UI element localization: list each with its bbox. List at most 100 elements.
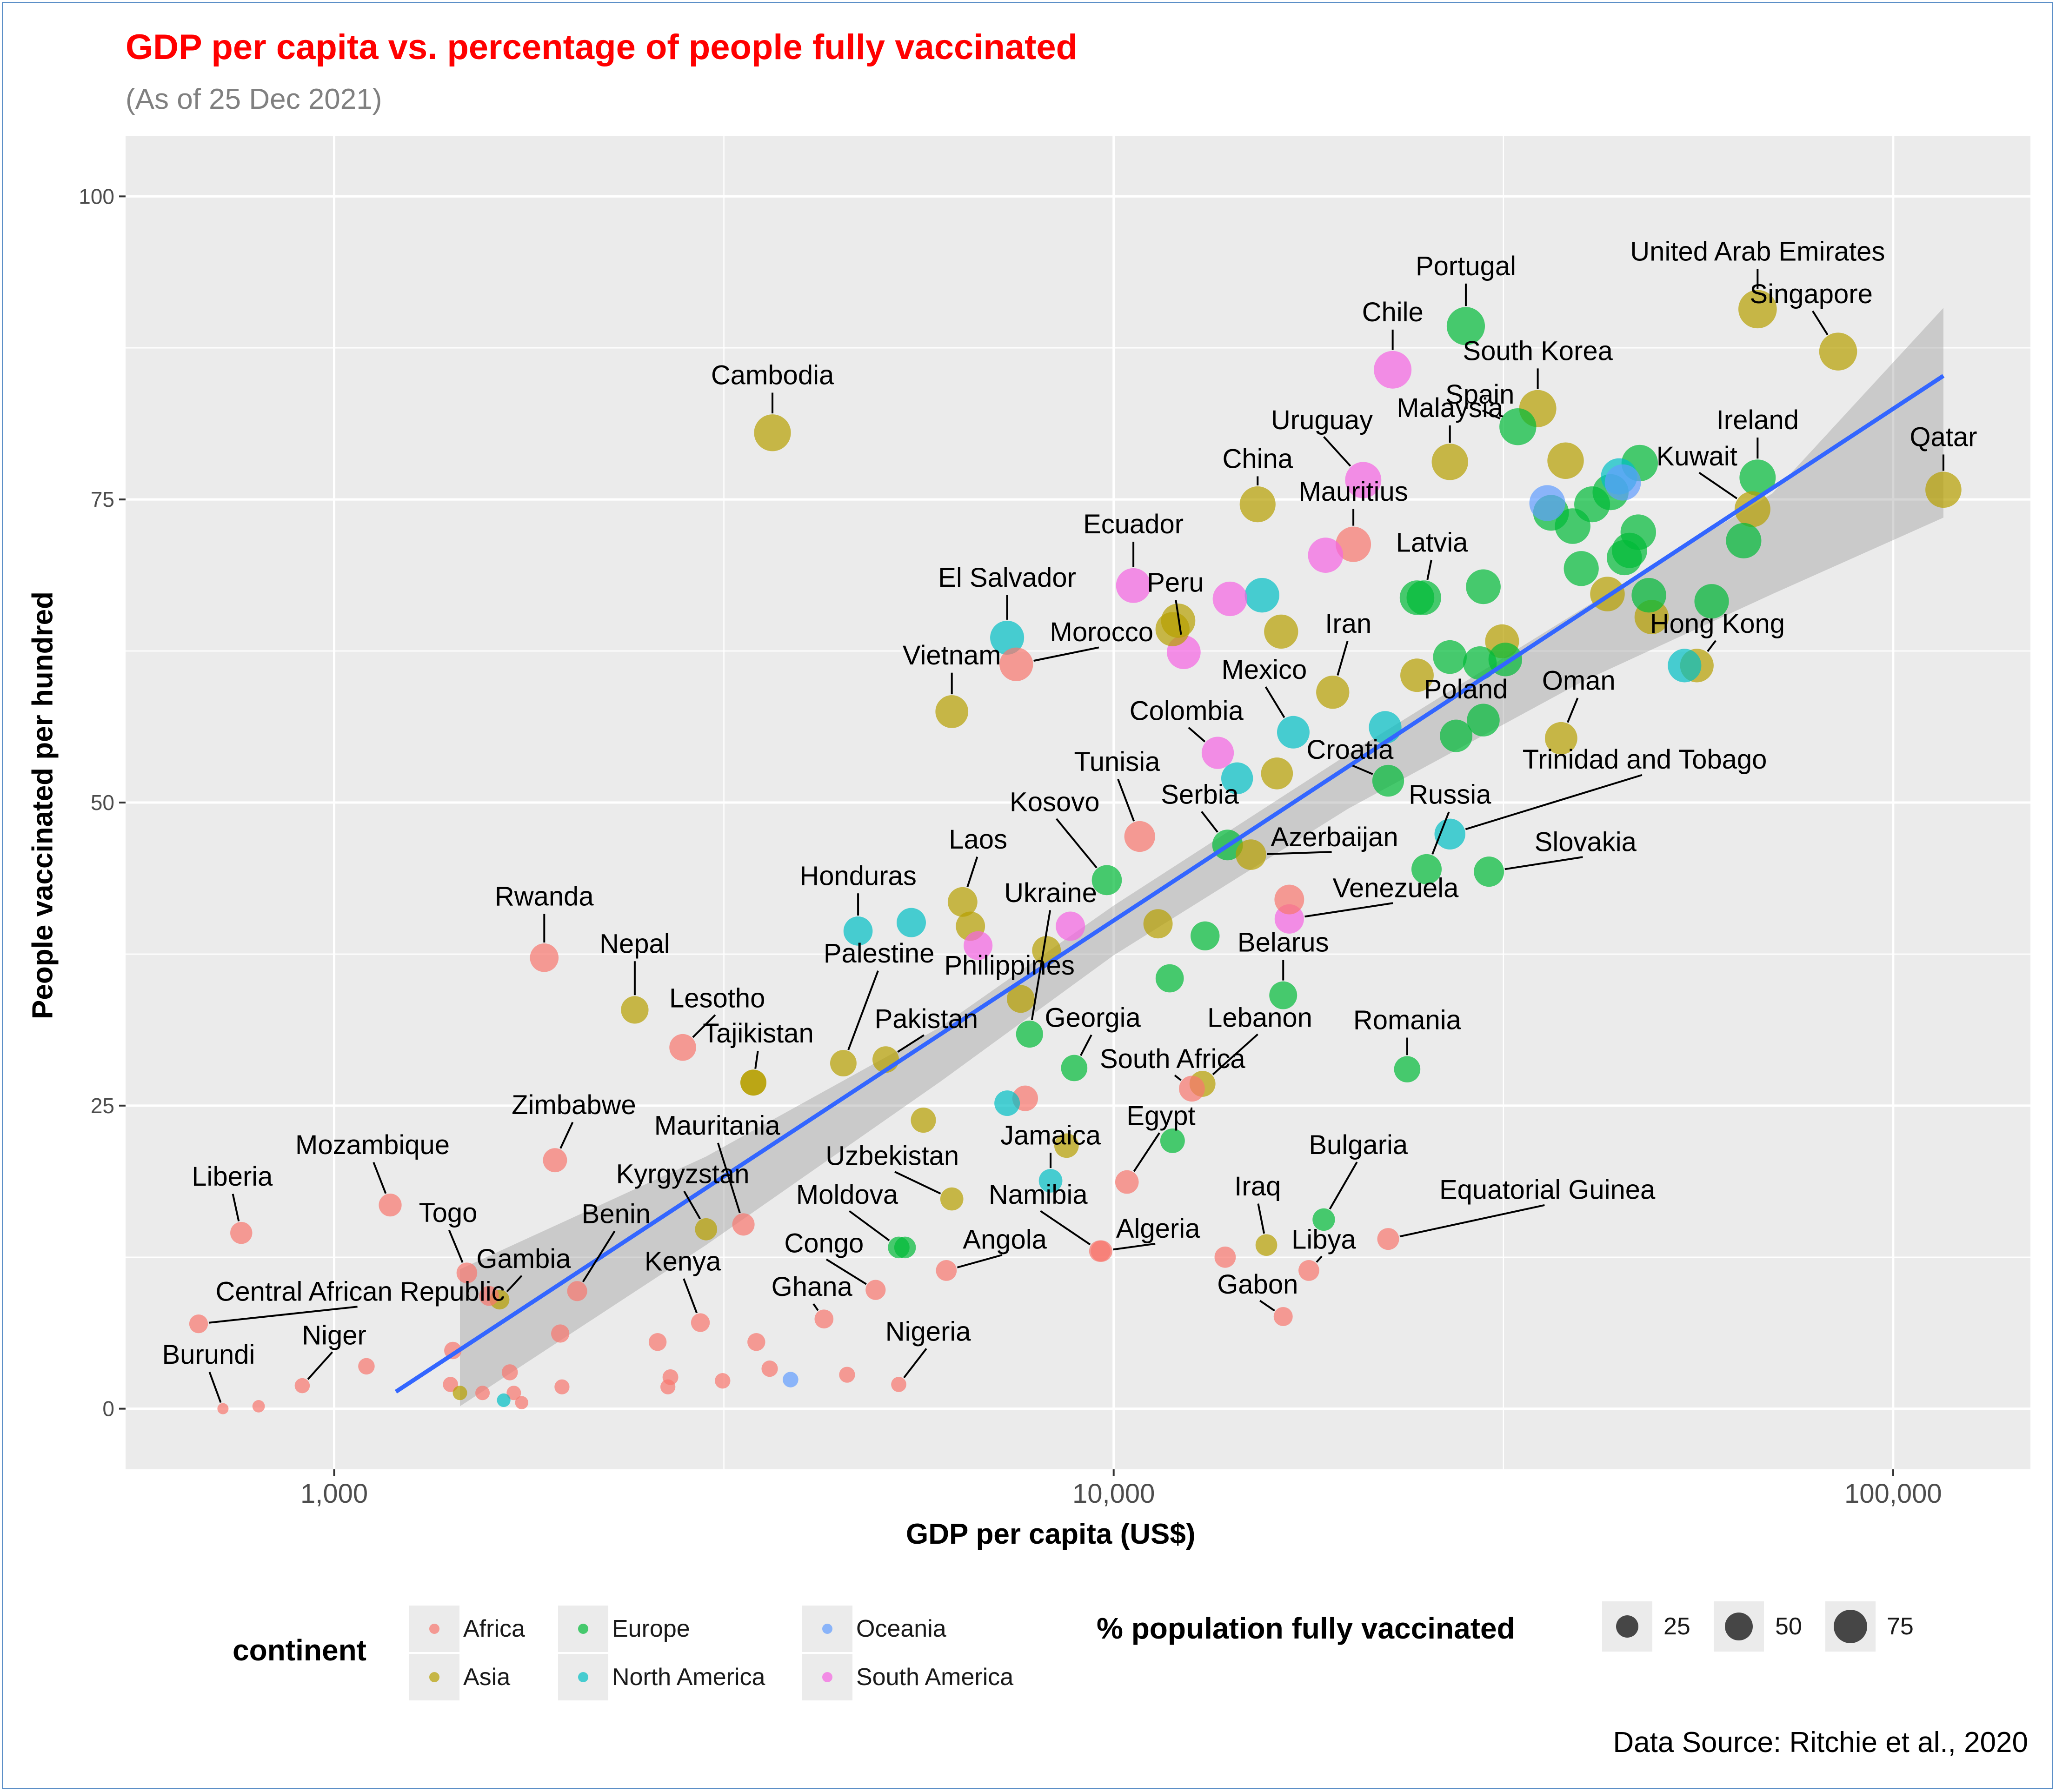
point-africa xyxy=(358,1358,375,1375)
data-source-caption: Data Source: Ritchie et al., 2020 xyxy=(1613,1726,2028,1759)
point-ecuador xyxy=(1116,568,1151,603)
leader-palestine xyxy=(847,970,879,1050)
label-russia: Russia xyxy=(1409,780,1491,810)
label-china: China xyxy=(1222,444,1293,474)
label-lebanon: Lebanon xyxy=(1207,1002,1312,1033)
label-south-africa: South Africa xyxy=(1100,1044,1245,1074)
point-mozambique xyxy=(379,1193,402,1217)
point-south-america xyxy=(1056,911,1085,941)
label-poland: Poland xyxy=(1424,674,1508,704)
leader-singapore xyxy=(1812,310,1829,335)
point-nigeria xyxy=(891,1377,906,1392)
leader-ukraine xyxy=(1031,910,1051,1020)
label-belarus: Belarus xyxy=(1238,928,1329,958)
point-africa xyxy=(715,1373,731,1389)
point-lesotho xyxy=(669,1034,696,1061)
data-points xyxy=(189,290,1962,1414)
leader-mozambique xyxy=(373,1161,387,1194)
point-europe xyxy=(1191,921,1220,951)
label-ireland: Ireland xyxy=(1717,405,1799,435)
leader-iran xyxy=(1337,641,1349,676)
point-asia xyxy=(1547,442,1584,479)
point-africa xyxy=(1274,884,1304,915)
leader-algeria xyxy=(1113,1242,1156,1251)
leader-zimbabwe xyxy=(559,1122,574,1149)
leader-slovakia xyxy=(1504,856,1583,870)
label-equatorial-guinea: Equatorial Guinea xyxy=(1439,1175,1656,1205)
point-ireland xyxy=(1739,459,1776,496)
leader-south-africa xyxy=(1174,1075,1182,1081)
point-portugal xyxy=(1446,307,1485,345)
leader-burundi xyxy=(208,1372,222,1403)
label-central-african-republic: Central African Republic xyxy=(215,1277,505,1307)
legend-key-north-america xyxy=(558,1654,608,1700)
point-africa xyxy=(252,1400,265,1413)
point-south-africa xyxy=(1179,1075,1205,1102)
leader-iraq xyxy=(1257,1203,1265,1234)
leader-congo xyxy=(825,1258,867,1285)
legend-label-oceania: Oceania xyxy=(856,1615,946,1642)
leader-bulgaria xyxy=(1329,1161,1358,1210)
point-asia xyxy=(1054,1133,1079,1158)
legend-size-item-75: 75 xyxy=(1825,1601,1914,1652)
legend-label-africa: Africa xyxy=(463,1615,525,1642)
point-south-america xyxy=(964,931,993,960)
point-africa xyxy=(839,1367,855,1383)
legend-size-label-75: 75 xyxy=(1887,1613,1914,1640)
point-morocco xyxy=(999,647,1033,681)
point-gabon xyxy=(1273,1307,1293,1326)
point-philippines xyxy=(1007,985,1035,1013)
legend-key-asia xyxy=(409,1654,459,1700)
label-portugal: Portugal xyxy=(1416,251,1516,281)
legend-label-europe: Europe xyxy=(612,1615,690,1642)
leader-mauritania xyxy=(717,1142,741,1214)
label-tajikistan: Tajikistan xyxy=(703,1018,814,1049)
confidence-ribbon xyxy=(460,308,1943,1407)
label-rwanda: Rwanda xyxy=(495,882,594,912)
label-uruguay: Uruguay xyxy=(1271,405,1373,435)
point-asia xyxy=(1261,757,1293,790)
point-jamaica xyxy=(1038,1169,1063,1193)
point-asia xyxy=(740,1069,766,1096)
leader-nigeria xyxy=(903,1348,927,1379)
leader-mexico xyxy=(1264,686,1285,718)
point-chile xyxy=(1374,351,1412,389)
legend-item-europe: Europe xyxy=(558,1606,690,1652)
point-angola xyxy=(936,1260,957,1281)
y-tick-label: 25 xyxy=(91,1094,114,1118)
label-slovakia: Slovakia xyxy=(1535,827,1637,857)
point-europe xyxy=(1433,640,1467,674)
point-europe xyxy=(1440,719,1473,752)
point-trinidad-and-tobago xyxy=(1434,818,1465,850)
point-romania xyxy=(1394,1056,1421,1082)
leader-colombia xyxy=(1188,727,1206,743)
point-labels: Cambodia Portugal United Arab Emirates Sing… xyxy=(162,237,1977,1403)
legend-size-item-50: 50 xyxy=(1714,1601,1802,1652)
label-uzbekistan: Uzbekistan xyxy=(825,1141,959,1171)
leader-pakistan xyxy=(897,1034,925,1053)
point-ukraine xyxy=(1016,1020,1043,1048)
point-singapore xyxy=(1819,332,1857,371)
point-europe xyxy=(1160,1128,1185,1153)
point-niger xyxy=(294,1378,310,1394)
leader-equatorial-guinea xyxy=(1399,1204,1545,1238)
label-kuwait: Kuwait xyxy=(1657,441,1737,471)
label-singapore: Singapore xyxy=(1750,279,1872,309)
leader-serbia xyxy=(1201,811,1218,833)
leader-namibia xyxy=(1040,1210,1091,1246)
leader-egypt xyxy=(1133,1132,1160,1172)
point-kenya xyxy=(691,1313,710,1332)
legend-item-oceania: Oceania xyxy=(802,1606,946,1652)
point-europe xyxy=(1466,569,1501,604)
point-africa xyxy=(551,1324,570,1343)
point-asia xyxy=(1143,909,1173,939)
point-zimbabwe xyxy=(543,1148,567,1173)
label-el-salvador: El Salvador xyxy=(938,563,1076,593)
point-europe xyxy=(1726,523,1762,558)
confidence-ribbon xyxy=(460,308,1943,1407)
point-uruguay xyxy=(1345,462,1382,498)
point-mexico xyxy=(1277,716,1310,749)
y-tick-label: 100 xyxy=(79,184,114,208)
trend-line xyxy=(394,374,1945,1394)
x-tick-label: 1,000 xyxy=(300,1479,368,1509)
